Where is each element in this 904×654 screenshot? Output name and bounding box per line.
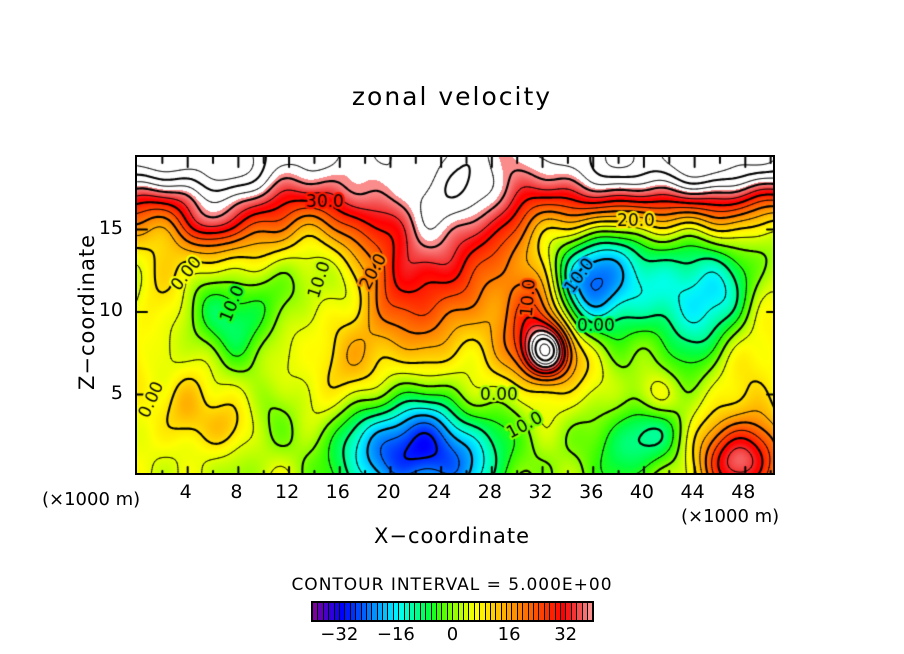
- y-tick-label: 10: [98, 299, 123, 322]
- x-tick-label: 8: [230, 481, 243, 503]
- colorbar-cell: [544, 603, 551, 620]
- colorbar-cell: [313, 603, 319, 620]
- y-tick-label: 5: [110, 381, 123, 404]
- page-title: zonal velocity: [351, 82, 553, 111]
- colorbar-cell: [388, 603, 394, 620]
- colorbar-cell: [323, 603, 330, 620]
- x-tick-label: 20: [376, 481, 401, 503]
- colorbar-cell: [410, 603, 416, 620]
- colorbar-cell: [404, 603, 411, 620]
- x-unit-right-label: (×1000 m): [681, 506, 780, 527]
- colorbar-cell: [447, 603, 454, 620]
- colorbar-cell: [485, 603, 491, 620]
- x-unit-left-label: (×1000 m): [42, 489, 141, 510]
- colorbar-cell: [399, 603, 405, 620]
- x-tick-label: 36: [579, 481, 604, 503]
- colorbar-cell: [507, 603, 513, 620]
- colorbar-tick-label: −16: [376, 624, 415, 645]
- colorbar-tick-label: 16: [497, 624, 521, 645]
- colorbar-cell: [361, 603, 367, 620]
- colorbar-cell: [383, 603, 389, 620]
- colorbar-cell: [350, 603, 357, 620]
- colorbar-cell: [490, 603, 497, 620]
- x-tick-label: 16: [325, 481, 350, 503]
- colorbar[interactable]: [311, 601, 594, 622]
- colorbar-cell: [480, 603, 486, 620]
- colorbar-cell: [458, 603, 464, 620]
- colorbar-cell: [431, 603, 437, 620]
- colorbar-strip: [313, 603, 593, 620]
- contour-plot-area[interactable]: [135, 155, 775, 475]
- colorbar-tick-labels: −32 −16 0 16 32: [311, 624, 594, 650]
- x-tick-label: 48: [731, 481, 756, 503]
- x-tick-label: 24: [427, 481, 452, 503]
- colorbar-cell: [377, 603, 384, 620]
- colorbar-cell: [517, 603, 524, 620]
- colorbar-cell: [329, 603, 335, 620]
- colorbar-cell: [420, 603, 427, 620]
- x-tick-label: 4: [179, 481, 192, 503]
- colorbar-cell: [334, 603, 340, 620]
- colorbar-cell: [366, 603, 373, 620]
- colorbar-cell: [571, 603, 578, 620]
- x-tick-label: 12: [274, 481, 300, 503]
- x-axis-title: X−coordinate: [374, 524, 530, 548]
- colorbar-cell: [566, 603, 572, 620]
- colorbar-cell: [560, 603, 567, 620]
- colorbar-cell: [496, 603, 502, 620]
- x-tick-label: 32: [528, 481, 553, 503]
- colorbar-tick-label: −32: [320, 624, 359, 645]
- colorbar-tick-label: 0: [446, 624, 459, 645]
- colorbar-cell: [474, 603, 481, 620]
- colorbar-cell: [463, 603, 470, 620]
- colorbar-cell: [436, 603, 443, 620]
- colorbar-cell: [356, 603, 362, 620]
- colorbar-cell: [528, 603, 535, 620]
- colorbar-cell: [469, 603, 475, 620]
- x-tick-label: 40: [629, 481, 655, 503]
- colorbar-cell: [426, 603, 432, 620]
- colorbar-cell: [512, 603, 518, 620]
- colorbar-cell: [534, 603, 540, 620]
- colorbar-cell: [582, 603, 588, 620]
- colorbar-cell: [539, 603, 545, 620]
- colorbar-tick-label: 32: [554, 624, 578, 645]
- y-tick-label: 15: [98, 216, 123, 239]
- x-tick-label: 44: [680, 481, 705, 503]
- colorbar-cell: [523, 603, 529, 620]
- colorbar-cell: [550, 603, 556, 620]
- colorbar-cell: [372, 603, 378, 620]
- x-tick-label: 28: [477, 481, 502, 503]
- colorbar-cell: [442, 603, 448, 620]
- colorbar-cell: [453, 603, 459, 620]
- colorbar-cell: [587, 603, 593, 620]
- colorbar-cell: [555, 603, 561, 620]
- colorbar-cell: [393, 603, 400, 620]
- contour-interval-label: CONTOUR INTERVAL = 5.000E+00: [291, 575, 613, 595]
- colorbar-cell: [345, 603, 351, 620]
- colorbar-cell: [415, 603, 421, 620]
- colorbar-cell: [318, 603, 324, 620]
- contour-field: [137, 157, 773, 473]
- colorbar-cell: [501, 603, 508, 620]
- colorbar-cell: [339, 603, 346, 620]
- colorbar-cell: [577, 603, 583, 620]
